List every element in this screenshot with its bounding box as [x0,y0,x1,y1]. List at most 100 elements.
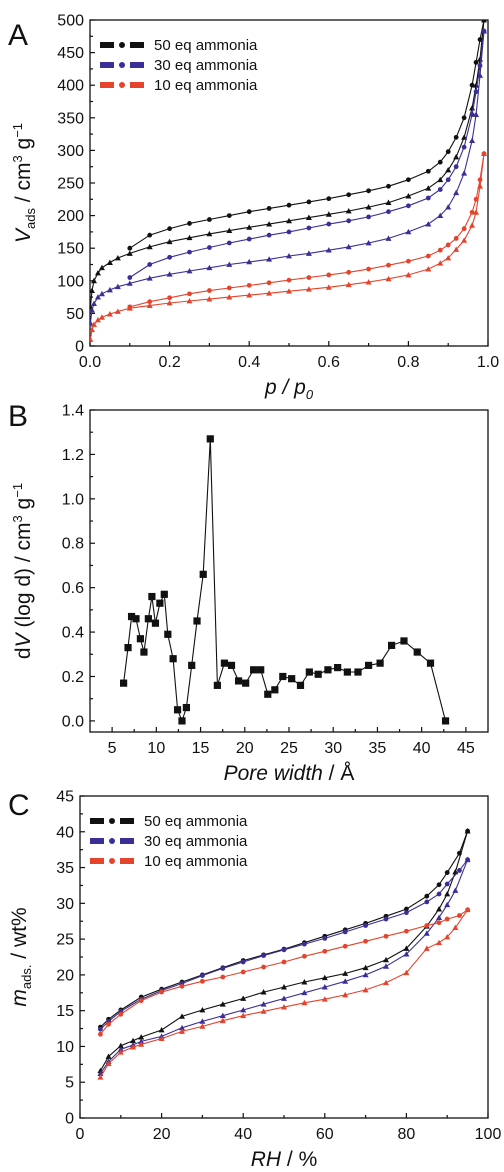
y-tick-label: 20 [56,967,74,984]
data-point [346,192,352,198]
data-point [219,1017,226,1024]
data-point [469,209,475,215]
data-point [288,675,296,683]
data-point [260,1001,267,1007]
data-point [117,1049,124,1055]
data-point [306,199,312,205]
data-point [383,979,389,986]
data-point [423,945,430,951]
y-axis-title-pre: m [8,989,31,1007]
legend-label: 30 eq ammonia [154,57,258,74]
data-point [321,974,328,981]
data-point [444,901,451,908]
data-point [90,300,97,307]
data-point [345,208,352,214]
legend-marker [109,838,115,844]
y-tick-label: 0.2 [62,669,84,686]
data-point [362,964,369,971]
data-point [413,648,421,656]
data-point [226,294,233,300]
data-point [345,243,352,250]
data-point [424,899,430,905]
data-point [425,221,432,227]
y-tick-label: 0.6 [62,580,84,597]
data-point [305,214,312,220]
data-point [166,238,173,245]
legend-item: 30 eq ammonia [100,57,258,74]
data-point [186,234,193,241]
data-point [186,298,193,304]
data-point [302,941,307,947]
data-point [98,314,105,320]
data-point [264,690,272,698]
y-axis-title-sub: ads [23,208,38,229]
x-tick-label: 10 [147,740,165,757]
data-point [386,209,391,215]
y-tick-label: 300 [57,143,84,160]
data-point [260,1008,267,1014]
panel-label-a: A [8,19,28,52]
data-point [461,226,467,232]
data-point [346,218,352,224]
data-point [386,262,391,268]
data-point [469,112,475,117]
data-point [279,672,287,681]
data-point [97,1074,104,1080]
data-point [260,989,267,995]
series-line-desorption [100,859,469,1030]
data-point [477,37,483,42]
data-point [403,969,410,976]
x-tick-label: 1.0 [477,354,499,371]
data-point [127,245,133,251]
data-point [383,916,389,922]
data-point [98,264,105,271]
x-tick-label: 25 [280,740,298,757]
data-point [240,1012,247,1019]
data-point [445,242,451,248]
x-tick-label: 40 [234,1126,252,1143]
data-point [146,302,153,308]
data-point [445,166,452,173]
data-point [385,235,392,241]
data-point [193,617,201,625]
data-point [226,213,232,219]
data-point [457,868,462,873]
data-point [219,1001,226,1007]
y-tick-label: 1.2 [62,447,84,464]
y-tick-label: 0 [65,1111,74,1128]
data-point [362,971,369,978]
data-point [322,935,328,941]
data-point [425,195,431,201]
data-point [187,221,192,226]
series-30-eq-ammonia [97,856,471,1077]
series-line-adsorption [99,859,469,1074]
data-point [436,906,443,912]
data-point [257,666,265,674]
data-point [220,974,226,980]
data-point [114,283,121,290]
series-10-eq-ammonia [97,906,471,1080]
data-point [436,914,443,921]
data-point [132,615,140,623]
data-point [187,291,192,297]
data-point [240,1006,247,1013]
legend-item: 10 eq ammonia [100,77,258,94]
data-point [445,254,452,261]
data-point [334,664,342,672]
panel-label-b: B [8,400,28,433]
data-point [266,290,273,296]
data-point [188,661,196,669]
data-point [473,82,480,88]
data-point [406,177,411,183]
x-tick-label: 0 [76,1126,85,1143]
data-point [354,668,362,676]
data-point [305,250,312,256]
data-point [138,1034,145,1040]
data-point [246,209,252,215]
data-point [342,970,349,976]
data-point [114,308,121,314]
legend-swatch [100,62,114,68]
data-point [437,159,443,165]
data-point [114,254,121,261]
